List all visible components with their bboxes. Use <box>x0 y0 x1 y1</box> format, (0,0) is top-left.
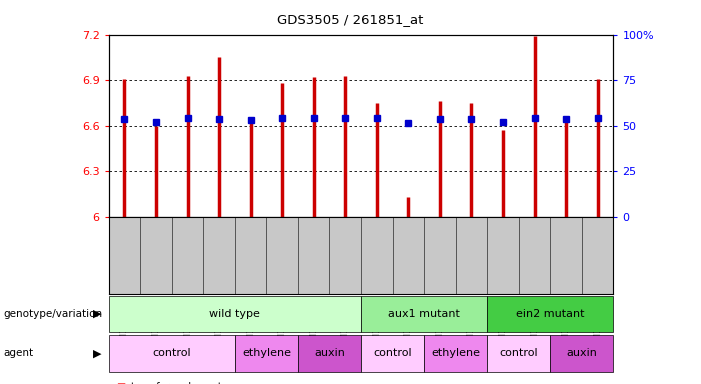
Text: wild type: wild type <box>210 309 260 319</box>
Text: genotype/variation: genotype/variation <box>4 309 102 319</box>
Text: control: control <box>152 348 191 359</box>
Text: ethylene: ethylene <box>242 348 291 359</box>
Text: ■: ■ <box>116 382 125 384</box>
Text: ▶: ▶ <box>93 348 102 359</box>
Text: transformed count: transformed count <box>131 382 222 384</box>
Text: agent: agent <box>4 348 34 359</box>
Text: control: control <box>499 348 538 359</box>
Text: ethylene: ethylene <box>431 348 480 359</box>
Text: control: control <box>373 348 412 359</box>
Text: ▶: ▶ <box>93 309 102 319</box>
Text: auxin: auxin <box>314 348 345 359</box>
Text: aux1 mutant: aux1 mutant <box>388 309 460 319</box>
Text: ein2 mutant: ein2 mutant <box>516 309 585 319</box>
Text: auxin: auxin <box>566 348 597 359</box>
Text: GDS3505 / 261851_at: GDS3505 / 261851_at <box>278 13 423 26</box>
